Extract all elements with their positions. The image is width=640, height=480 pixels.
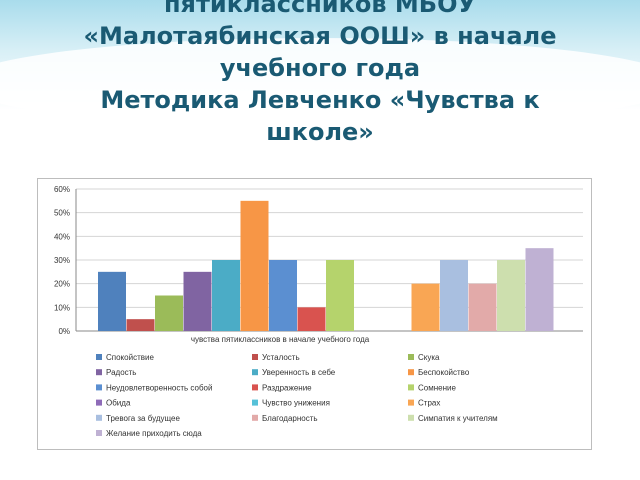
- bar-12: [411, 283, 440, 331]
- slide-background: [0, 0, 640, 128]
- bar-14: [468, 283, 497, 331]
- y-axis-ticks: 0% 10% 20% 30% 40% 50% 60%: [54, 185, 70, 336]
- bar-5: [212, 260, 240, 331]
- legend-label: Усталость: [262, 353, 300, 362]
- title-line: пятиклассников МБОУ: [163, 0, 477, 18]
- legend-label: Обида: [106, 399, 131, 408]
- legend-swatch: [408, 414, 414, 421]
- legend-swatch: [252, 369, 258, 376]
- legend-label: Чувство унижения: [262, 399, 330, 408]
- title-line: Методика Левченко «Чувства к: [100, 86, 540, 114]
- slide-title: пятиклассников МБОУ «Малотаябинская ООШ»…: [20, 0, 620, 148]
- legend-label: Симпатия к учителям: [418, 414, 498, 423]
- bar-1: [98, 271, 126, 331]
- legend-swatch: [252, 399, 258, 406]
- bar-3: [155, 295, 183, 331]
- y-tick-label: 10%: [54, 303, 70, 312]
- bar-4: [183, 271, 212, 331]
- y-tick-label: 30%: [54, 256, 70, 265]
- legend-swatch: [96, 414, 102, 421]
- legend-swatch: [252, 354, 258, 360]
- legend-label: Сомнение: [418, 383, 456, 392]
- legend-label: Беспокойство: [418, 368, 470, 377]
- legend-swatch: [96, 384, 102, 391]
- y-tick-label: 40%: [54, 232, 70, 241]
- bar-2: [126, 319, 155, 331]
- y-tick-label: 20%: [54, 280, 70, 289]
- bar-6: [240, 200, 269, 331]
- legend-label: Страх: [418, 399, 440, 408]
- legend-swatch: [408, 354, 414, 360]
- legend-swatch: [252, 414, 258, 421]
- legend-label: Раздражение: [262, 383, 312, 392]
- bars: [98, 200, 554, 331]
- legend-swatch: [252, 384, 258, 391]
- title-line: «Малотаябинская ООШ» в начале: [83, 22, 557, 50]
- chart-container: 0% 10% 20% 30% 40% 50% 60% чувства пятиклассни…: [37, 178, 592, 450]
- legend-label: Радость: [106, 368, 136, 377]
- bar-13: [440, 260, 468, 331]
- legend-label: Спокойствие: [106, 353, 154, 362]
- y-tick-label: 50%: [54, 209, 70, 218]
- legend-label: Неудовлетворенность собой: [106, 383, 212, 392]
- legend-swatch: [408, 369, 414, 376]
- bar-8: [297, 307, 326, 331]
- legend-label: Уверенность в себе: [262, 368, 336, 377]
- legend: Спокойствие Усталость Скука Радость Уверенно…: [96, 353, 498, 438]
- bar-16: [525, 248, 554, 331]
- legend-label: Желание приходить сюда: [106, 429, 202, 438]
- bar-15: [497, 260, 525, 331]
- legend-swatch: [96, 430, 102, 436]
- y-tick-label: 0%: [58, 327, 70, 336]
- legend-label: Тревога за будущее: [106, 414, 180, 423]
- legend-swatch: [408, 399, 414, 406]
- bar-7: [269, 260, 297, 331]
- bar-9: [326, 260, 354, 331]
- title-line: учебного года: [219, 54, 421, 82]
- bar-chart: 0% 10% 20% 30% 40% 50% 60% чувства пятиклассни…: [54, 185, 583, 438]
- legend-swatch: [96, 399, 102, 406]
- title-line: школе»: [266, 118, 374, 146]
- legend-swatch: [96, 369, 102, 376]
- legend-label: Благодарность: [262, 414, 318, 423]
- legend-swatch: [408, 384, 414, 391]
- legend-label: Скука: [418, 353, 440, 362]
- y-tick-label: 60%: [54, 185, 70, 194]
- x-axis-label: чувства пятиклассников в начале учебного…: [191, 335, 370, 344]
- legend-swatch: [96, 354, 102, 360]
